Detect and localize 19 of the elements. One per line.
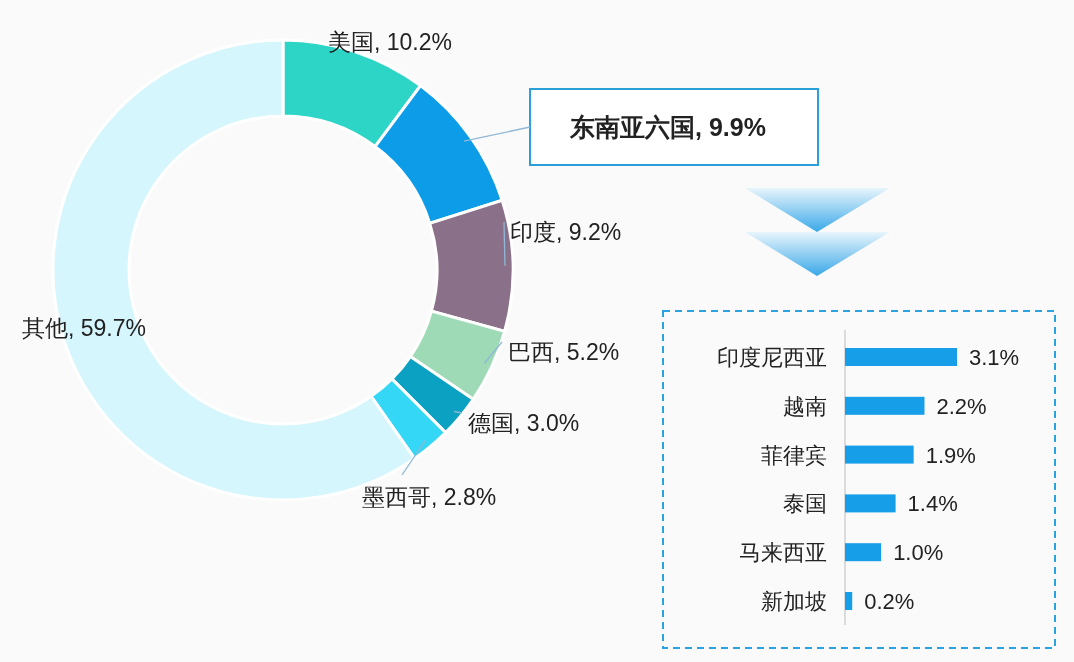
data-label: 1.9%: [925, 442, 976, 468]
slice-label: 其他, 59.7%: [22, 315, 146, 341]
y-tick-label: 马来西亚: [739, 540, 827, 566]
slice-label: 东南亚六国, 9.9%: [569, 113, 766, 141]
data-label: 1.0%: [893, 540, 944, 566]
y-tick-label: 菲律宾: [761, 442, 827, 468]
y-tick-label: 越南: [783, 393, 827, 419]
slice-label: 巴西, 5.2%: [508, 339, 620, 365]
y-tick-label: 泰国: [783, 491, 827, 517]
data-label: 3.1%: [969, 345, 1020, 370]
y-tick-label: 印度尼西亚: [717, 345, 827, 370]
slice-label: 印度, 9.2%: [510, 219, 622, 245]
data-label: 0.2%: [864, 589, 915, 614]
slice-label: 美国, 10.2%: [328, 29, 452, 55]
slice-label: 墨西哥, 2.8%: [362, 484, 497, 510]
slice-label: 德国, 3.0%: [468, 410, 580, 436]
data-label: 1.4%: [907, 491, 958, 517]
data-label: 2.2%: [936, 393, 987, 419]
y-tick-label: 新加坡: [761, 589, 827, 614]
